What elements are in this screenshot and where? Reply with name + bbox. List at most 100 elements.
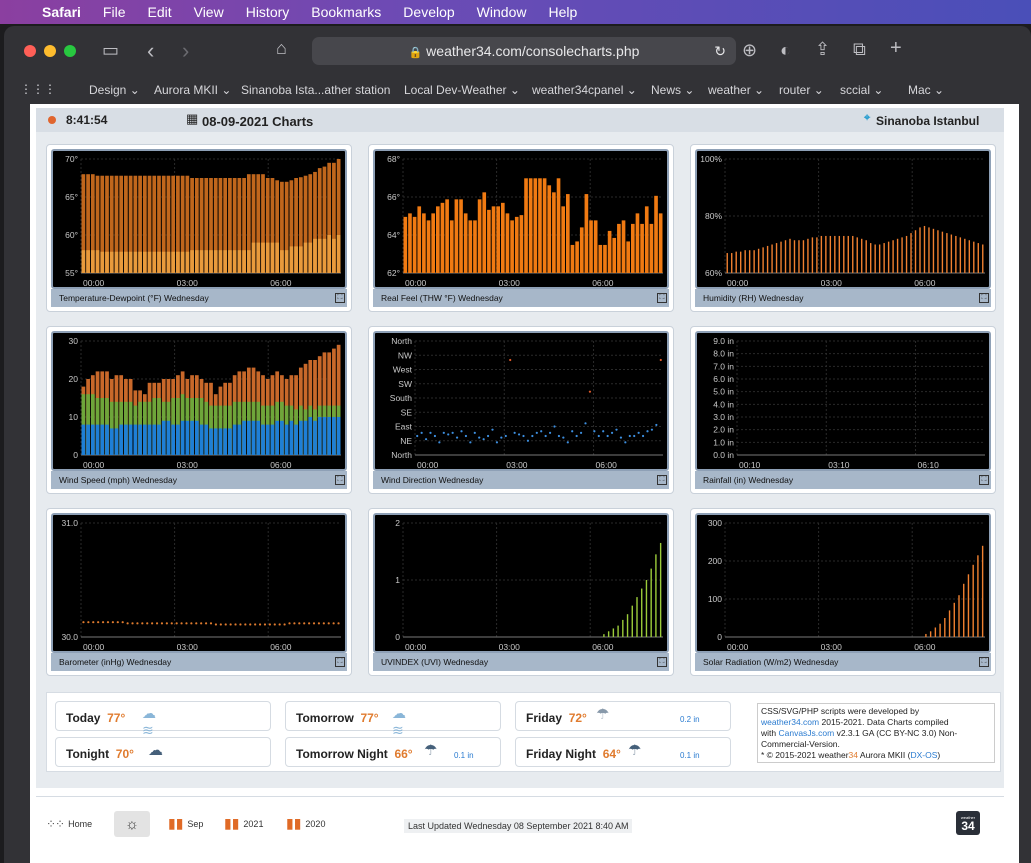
- fav-cpanel[interactable]: weather34cpanel ⌄: [532, 83, 637, 97]
- expand-icon[interactable]: ⛶: [657, 475, 667, 485]
- bar-dewpoint: [228, 250, 232, 273]
- forward-icon[interactable]: ›: [182, 38, 190, 63]
- year-2020-button[interactable]: ▮▮ 2020: [286, 815, 325, 832]
- expand-icon[interactable]: ⛶: [979, 293, 989, 303]
- zoom-window-button[interactable]: [64, 45, 76, 57]
- bar-speed: [194, 420, 199, 455]
- point-direction: [646, 430, 649, 433]
- point-pressure: [155, 622, 159, 625]
- bar-rh: [852, 235, 854, 273]
- forecast-rain: 0.1 in: [680, 751, 700, 760]
- expand-icon[interactable]: ⛶: [979, 657, 989, 667]
- expand-icon[interactable]: ⛶: [657, 657, 667, 667]
- new-tab-icon[interactable]: +: [890, 37, 902, 59]
- bar-dewpoint: [199, 250, 204, 273]
- menu-file[interactable]: File: [102, 4, 126, 20]
- bar-temperature: [157, 175, 161, 273]
- y-tick-label: 70°: [65, 154, 78, 164]
- bar-dewpoint: [190, 250, 194, 273]
- fav-sinanoba[interactable]: Sinanoba Ista...ather station: [241, 83, 391, 97]
- menu-bookmarks[interactable]: Bookmarks: [311, 4, 382, 20]
- fav-weather[interactable]: weather ⌄: [708, 83, 765, 97]
- home-button[interactable]: ⁘⁘ Home: [46, 817, 92, 831]
- address-bar[interactable]: 🔒 weather34.com/consolecharts.php ↻: [312, 37, 736, 65]
- bar-speed: [280, 420, 284, 455]
- menu-help[interactable]: Help: [548, 4, 578, 20]
- menu-app-name[interactable]: Safari: [42, 4, 81, 20]
- daylight-toggle-button[interactable]: ☼: [114, 811, 150, 837]
- windspeed-chart: 0 10 20 30 00:00 03:00 06:00: [51, 331, 347, 471]
- bar-temperature: [336, 159, 341, 273]
- bar-rh: [771, 244, 773, 273]
- point-pressure: [278, 623, 281, 626]
- bar-solar: [925, 633, 927, 637]
- menu-edit[interactable]: Edit: [147, 4, 172, 20]
- fav-router[interactable]: router ⌄: [779, 83, 824, 97]
- fav-local-dev[interactable]: Local Dev-Weather ⌄: [404, 83, 520, 97]
- menu-develop[interactable]: Develop: [403, 4, 455, 20]
- bar-temperature: [327, 162, 332, 273]
- bar-thw: [477, 199, 482, 273]
- bar-rh: [775, 243, 778, 273]
- menu-history[interactable]: History: [245, 4, 290, 20]
- share-icon[interactable]: ⇪: [815, 39, 831, 59]
- point-direction: [460, 430, 463, 433]
- reload-icon[interactable]: ↻: [714, 43, 726, 59]
- shield-icon[interactable]: ◐: [780, 40, 791, 60]
- canvasjs-link[interactable]: CanvasJs.com: [778, 728, 835, 738]
- bar-rh: [928, 227, 930, 273]
- back-icon[interactable]: ‹: [147, 38, 155, 63]
- menu-view[interactable]: View: [193, 4, 224, 20]
- charts-container: 8:41:54 ▦ 08-09-2021 Charts ⌖ Sinanoba I…: [36, 108, 1004, 788]
- sidebar-icon[interactable]: ▭: [102, 40, 120, 60]
- grid-icon[interactable]: ⋮⋮⋮: [20, 82, 56, 96]
- bar-temperature: [194, 178, 199, 273]
- chart-caption: Real Feel (THW °F) Wednesday: [373, 289, 669, 307]
- expand-icon[interactable]: ⛶: [335, 293, 345, 303]
- bar-dewpoint: [336, 235, 341, 273]
- weather34-logo[interactable]: weather 34: [956, 811, 980, 835]
- web-page: 8:41:54 ▦ 08-09-2021 Charts ⌖ Sinanoba I…: [30, 104, 1019, 863]
- y-tick-label: 2: [395, 518, 400, 528]
- point-pressure: [273, 623, 276, 626]
- bar-dewpoint: [176, 251, 180, 273]
- dxos-link[interactable]: DX-OS: [910, 750, 938, 760]
- expand-icon[interactable]: ⛶: [979, 475, 989, 485]
- bar-temperature: [133, 175, 138, 273]
- bar-temperature: [209, 178, 213, 273]
- expand-icon[interactable]: ⛶: [335, 657, 345, 667]
- menu-window[interactable]: Window: [476, 4, 527, 20]
- credits-line: weather34.com 2015-2021. Data Charts com…: [761, 717, 949, 727]
- bar-thw: [487, 209, 491, 273]
- bar-temperature: [128, 175, 133, 273]
- home-icon[interactable]: ⌂: [276, 38, 287, 58]
- year-2021-button[interactable]: ▮▮ 2021: [224, 815, 263, 832]
- downloads-icon[interactable]: ⊕: [742, 40, 758, 60]
- y-tick-label: 60%: [705, 268, 722, 278]
- fav-design[interactable]: Design ⌄: [89, 83, 140, 97]
- expand-icon[interactable]: ⛶: [335, 475, 345, 485]
- fav-news[interactable]: News ⌄: [651, 83, 695, 97]
- point-direction: [624, 441, 627, 444]
- bar-dewpoint: [242, 250, 246, 273]
- fav-aurora[interactable]: Aurora MKII ⌄: [154, 83, 232, 97]
- y-tick-label: 64°: [387, 230, 400, 240]
- bar-dewpoint: [142, 251, 147, 273]
- weather34-link[interactable]: weather34.com: [761, 717, 820, 727]
- close-window-button[interactable]: [24, 45, 36, 57]
- point-direction: [571, 430, 574, 433]
- month-sep-button[interactable]: ▮▮ Sep: [168, 815, 203, 832]
- forecast-tomorrow-night: Tomorrow Night 66° ☂ 0.1 in: [285, 737, 501, 767]
- expand-icon[interactable]: ⛶: [657, 293, 667, 303]
- bar-speed: [308, 417, 313, 455]
- bar-thw: [556, 178, 561, 273]
- tabs-overview-icon[interactable]: ⧉: [853, 39, 866, 59]
- bar-rh: [802, 240, 805, 273]
- x-tick-label: 03:00: [821, 278, 843, 288]
- fav-mac[interactable]: Mac ⌄: [908, 83, 945, 97]
- bar-temperature: [204, 178, 209, 273]
- bar-temperature: [246, 174, 251, 273]
- minimize-window-button[interactable]: [44, 45, 56, 57]
- bar-dewpoint: [313, 238, 317, 273]
- fav-social[interactable]: sccial ⌄: [840, 83, 884, 97]
